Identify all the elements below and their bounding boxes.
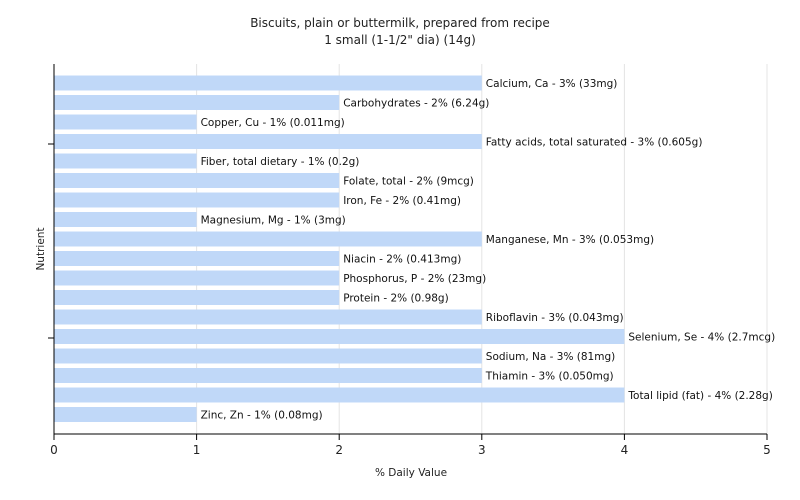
bar-label: Thiamin - 3% (0.050mg) (485, 371, 614, 383)
bar (54, 192, 340, 208)
bar-label: Riboflavin - 3% (0.043mg) (486, 312, 624, 324)
x-tick-label: 0 (50, 443, 58, 457)
axes (48, 64, 767, 435)
bar (54, 231, 482, 247)
bar-label: Magnesium, Mg - 1% (3mg) (201, 215, 346, 227)
bar-label: Selenium, Se - 4% (2.7mcg) (628, 332, 775, 344)
x-tick-label: 5 (763, 443, 771, 457)
bar-label: Protein - 2% (0.98g) (343, 293, 449, 305)
bar-label: Copper, Cu - 1% (0.011mg) (201, 117, 345, 129)
x-axis-ticks: 0 1 2 3 4 5 (50, 434, 771, 457)
bar-label: Calcium, Ca - 3% (33mg) (486, 78, 618, 90)
bar-label: Fiber, total dietary - 1% (0.2g) (201, 156, 360, 168)
bar (54, 407, 197, 422)
bar-label: Total lipid (fat) - 4% (2.28g) (627, 390, 772, 402)
bar-label: Zinc, Zn - 1% (0.08mg) (201, 410, 323, 422)
bar-label: Fatty acids, total saturated - 3% (0.605… (486, 137, 703, 149)
bar-label: Iron, Fe - 2% (0.41mg) (343, 195, 461, 207)
bar (54, 95, 340, 110)
bar (54, 290, 340, 305)
bar (54, 348, 482, 364)
bar (54, 134, 482, 149)
bar (54, 329, 625, 344)
bar (54, 309, 482, 325)
bar (54, 368, 482, 383)
bar (54, 75, 482, 91)
chart-subtitle: 1 small (1-1/2" dia) (14g) (324, 33, 476, 47)
x-tick-label: 2 (335, 443, 343, 457)
bar-label: Sodium, Na - 3% (81mg) (486, 351, 615, 363)
bar-label: Manganese, Mn - 3% (0.053mg) (486, 234, 654, 246)
chart-title: Biscuits, plain or buttermilk, prepared … (250, 16, 550, 30)
bar (54, 212, 197, 227)
bar (54, 270, 340, 286)
bar (54, 387, 625, 403)
bar (54, 251, 340, 266)
y-axis-title: Nutrient (35, 227, 47, 270)
x-tick-label: 1 (193, 443, 201, 457)
bar-label: Niacin - 2% (0.413mg) (343, 254, 461, 266)
bar-label: Folate, total - 2% (9mcg) (343, 176, 474, 188)
bar (54, 153, 197, 169)
x-tick-label: 3 (478, 443, 486, 457)
bar-label: Carbohydrates - 2% (6.24g) (343, 98, 489, 110)
bars (54, 75, 625, 422)
bar-label: Phosphorus, P - 2% (23mg) (343, 273, 486, 285)
bar (54, 114, 197, 130)
bar (54, 173, 340, 188)
x-axis-title: % Daily Value (375, 467, 447, 479)
x-tick-label: 4 (621, 443, 629, 457)
bar-labels: Calcium, Ca - 3% (33mg) Carbohydrates - 2… (201, 78, 776, 422)
